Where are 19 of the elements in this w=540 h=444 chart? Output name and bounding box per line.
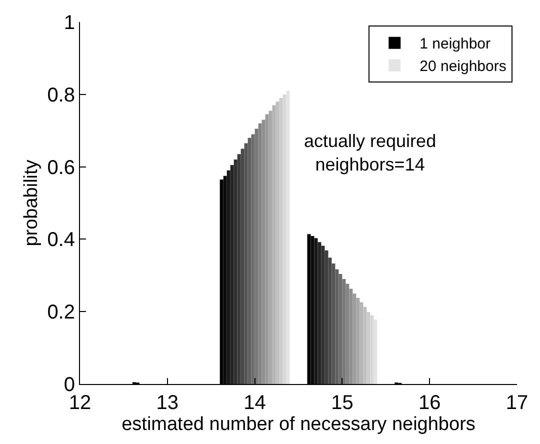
x-tick-label: 16: [418, 392, 441, 414]
legend-label: 20 neighbors: [420, 58, 506, 76]
y-tick-label: 0.8: [47, 84, 75, 106]
bar: [314, 238, 318, 384]
annotation: actually required neighbors=14: [304, 131, 436, 174]
y-tick-label: 1: [64, 12, 75, 34]
bar: [321, 246, 325, 384]
x-tick-label: 13: [156, 392, 179, 414]
bar: [286, 90, 290, 384]
y-tick-label: 0.6: [47, 156, 75, 179]
y-tick-label: 0.4: [47, 229, 75, 252]
bar: [318, 242, 322, 384]
legend-label: 1 neighbor: [420, 36, 491, 53]
x-tick-label: 14: [244, 392, 266, 414]
y-tick-label: 0.2: [47, 302, 75, 324]
x-tick-label: 15: [331, 392, 354, 414]
x-tick-label: 17: [506, 392, 528, 414]
x-axis-title: estimated number of necessary neighbors: [122, 414, 476, 435]
y-axis-title: probability: [21, 159, 42, 246]
